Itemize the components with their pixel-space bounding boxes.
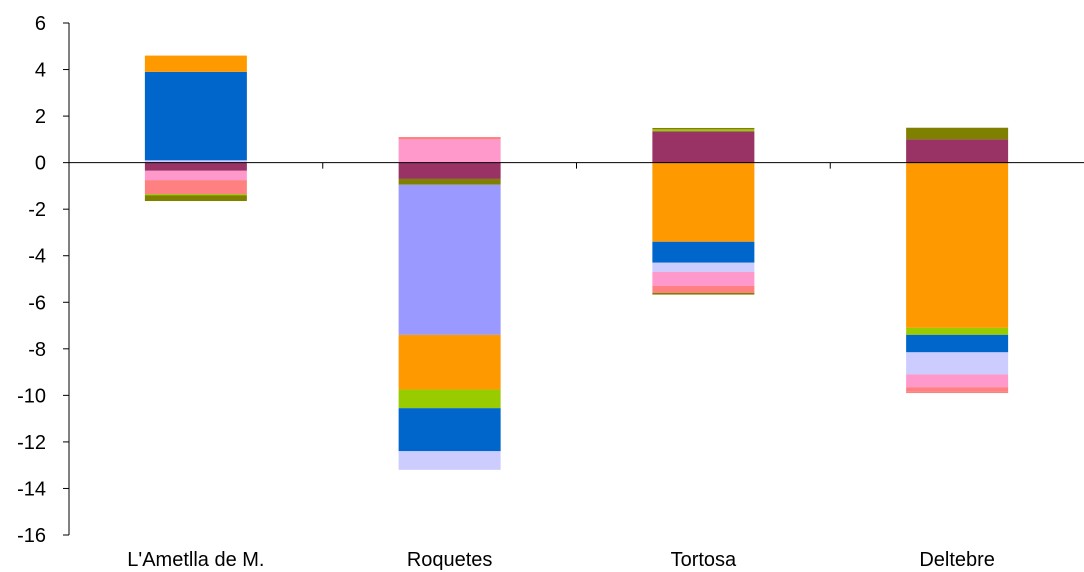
category-label: L'Ametlla de M. <box>127 549 264 571</box>
bar-segment <box>144 170 247 181</box>
bar-segment <box>652 127 755 130</box>
bar-segment <box>652 272 755 286</box>
category-label: Roquetes <box>407 549 493 571</box>
y-tick-label: -10 <box>17 385 46 407</box>
bar-segment <box>398 178 501 185</box>
bar-segment <box>398 137 501 140</box>
bar-segment <box>398 334 501 390</box>
bar-segment <box>906 374 1009 388</box>
y-tick-label: -2 <box>28 199 46 221</box>
y-tick-label: 4 <box>35 60 46 82</box>
bar-segment <box>144 162 247 171</box>
y-tick-label: -16 <box>17 525 46 547</box>
y-tick-label: 6 <box>35 13 46 35</box>
bar-segment <box>652 162 755 242</box>
bar-segment <box>652 131 755 163</box>
bar-segment <box>144 71 247 161</box>
bar-segment <box>398 389 501 409</box>
bar-segment <box>652 129 755 132</box>
y-tick-label: -8 <box>28 339 46 361</box>
y-tick-label: 0 <box>35 153 46 175</box>
bars <box>144 55 1009 470</box>
bar-segment <box>398 162 501 179</box>
bar-segment <box>906 391 1009 394</box>
bar-segment <box>652 292 755 295</box>
y-tick-label: 2 <box>35 106 46 128</box>
bar-segment <box>906 352 1009 375</box>
bar-segment <box>906 334 1009 353</box>
category-label: Tortosa <box>671 549 737 571</box>
y-tick-label: -4 <box>28 246 46 268</box>
bar-segment <box>906 327 1009 335</box>
bar-segment <box>906 162 1009 328</box>
bar-segment <box>906 139 1009 163</box>
labels: 6 4 2 0 -2 -4 -6 -8 -10 -12 -14 -16 L'Ametlla de M. R… <box>17 13 1084 571</box>
bar-segment <box>652 262 755 273</box>
bar-segment <box>398 408 501 452</box>
bar-segment <box>144 194 247 196</box>
bar-segment <box>652 285 755 293</box>
bar-segment <box>398 451 501 470</box>
bar-segment <box>906 127 1009 140</box>
bar-segment <box>398 139 501 163</box>
y-tick-label: -6 <box>28 292 46 314</box>
bar-segment <box>144 160 247 163</box>
bar-segment <box>906 387 1009 392</box>
bar-segment <box>144 180 247 195</box>
y-tick-label: -12 <box>17 432 46 454</box>
y-tick-label: -14 <box>17 478 46 500</box>
category-label: Deltebre <box>919 549 995 571</box>
bar-segment <box>652 241 755 263</box>
bar-segment <box>144 195 247 202</box>
axes <box>63 22 70 536</box>
bar-segment <box>144 55 247 72</box>
bar-segment <box>398 184 501 335</box>
